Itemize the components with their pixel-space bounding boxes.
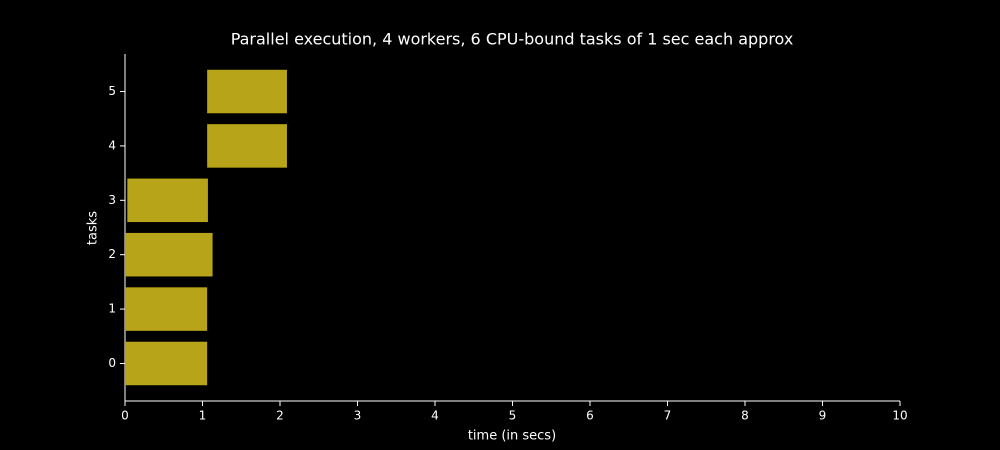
y-tick-label: 3 xyxy=(108,193,116,207)
x-tick-label: 9 xyxy=(819,409,827,423)
x-tick-label: 2 xyxy=(276,409,284,423)
x-tick-label: 7 xyxy=(664,409,672,423)
y-tick-label: 0 xyxy=(108,356,116,370)
y-tick-label: 5 xyxy=(108,84,116,98)
bar xyxy=(125,287,208,331)
y-tick-label: 4 xyxy=(108,138,116,152)
x-tick-label: 5 xyxy=(509,409,517,423)
x-tick-label: 3 xyxy=(354,409,362,423)
x-tick-label: 1 xyxy=(199,409,207,423)
bar xyxy=(207,124,287,168)
x-tick-label: 10 xyxy=(892,409,907,423)
x-tick-label: 0 xyxy=(121,409,129,423)
y-axis-label: tasks xyxy=(86,211,101,245)
y-tick-label: 1 xyxy=(108,302,116,316)
bar xyxy=(127,178,208,223)
bar xyxy=(125,232,213,277)
x-axis-label: time (in secs) xyxy=(468,429,556,444)
bar xyxy=(125,341,208,386)
bar xyxy=(207,69,287,114)
x-tick-label: 8 xyxy=(741,409,749,423)
y-tick-label: 2 xyxy=(108,247,116,261)
chart-title: Parallel execution, 4 workers, 6 CPU-bou… xyxy=(231,30,794,49)
x-tick-label: 4 xyxy=(431,409,439,423)
x-tick-label: 6 xyxy=(586,409,594,423)
